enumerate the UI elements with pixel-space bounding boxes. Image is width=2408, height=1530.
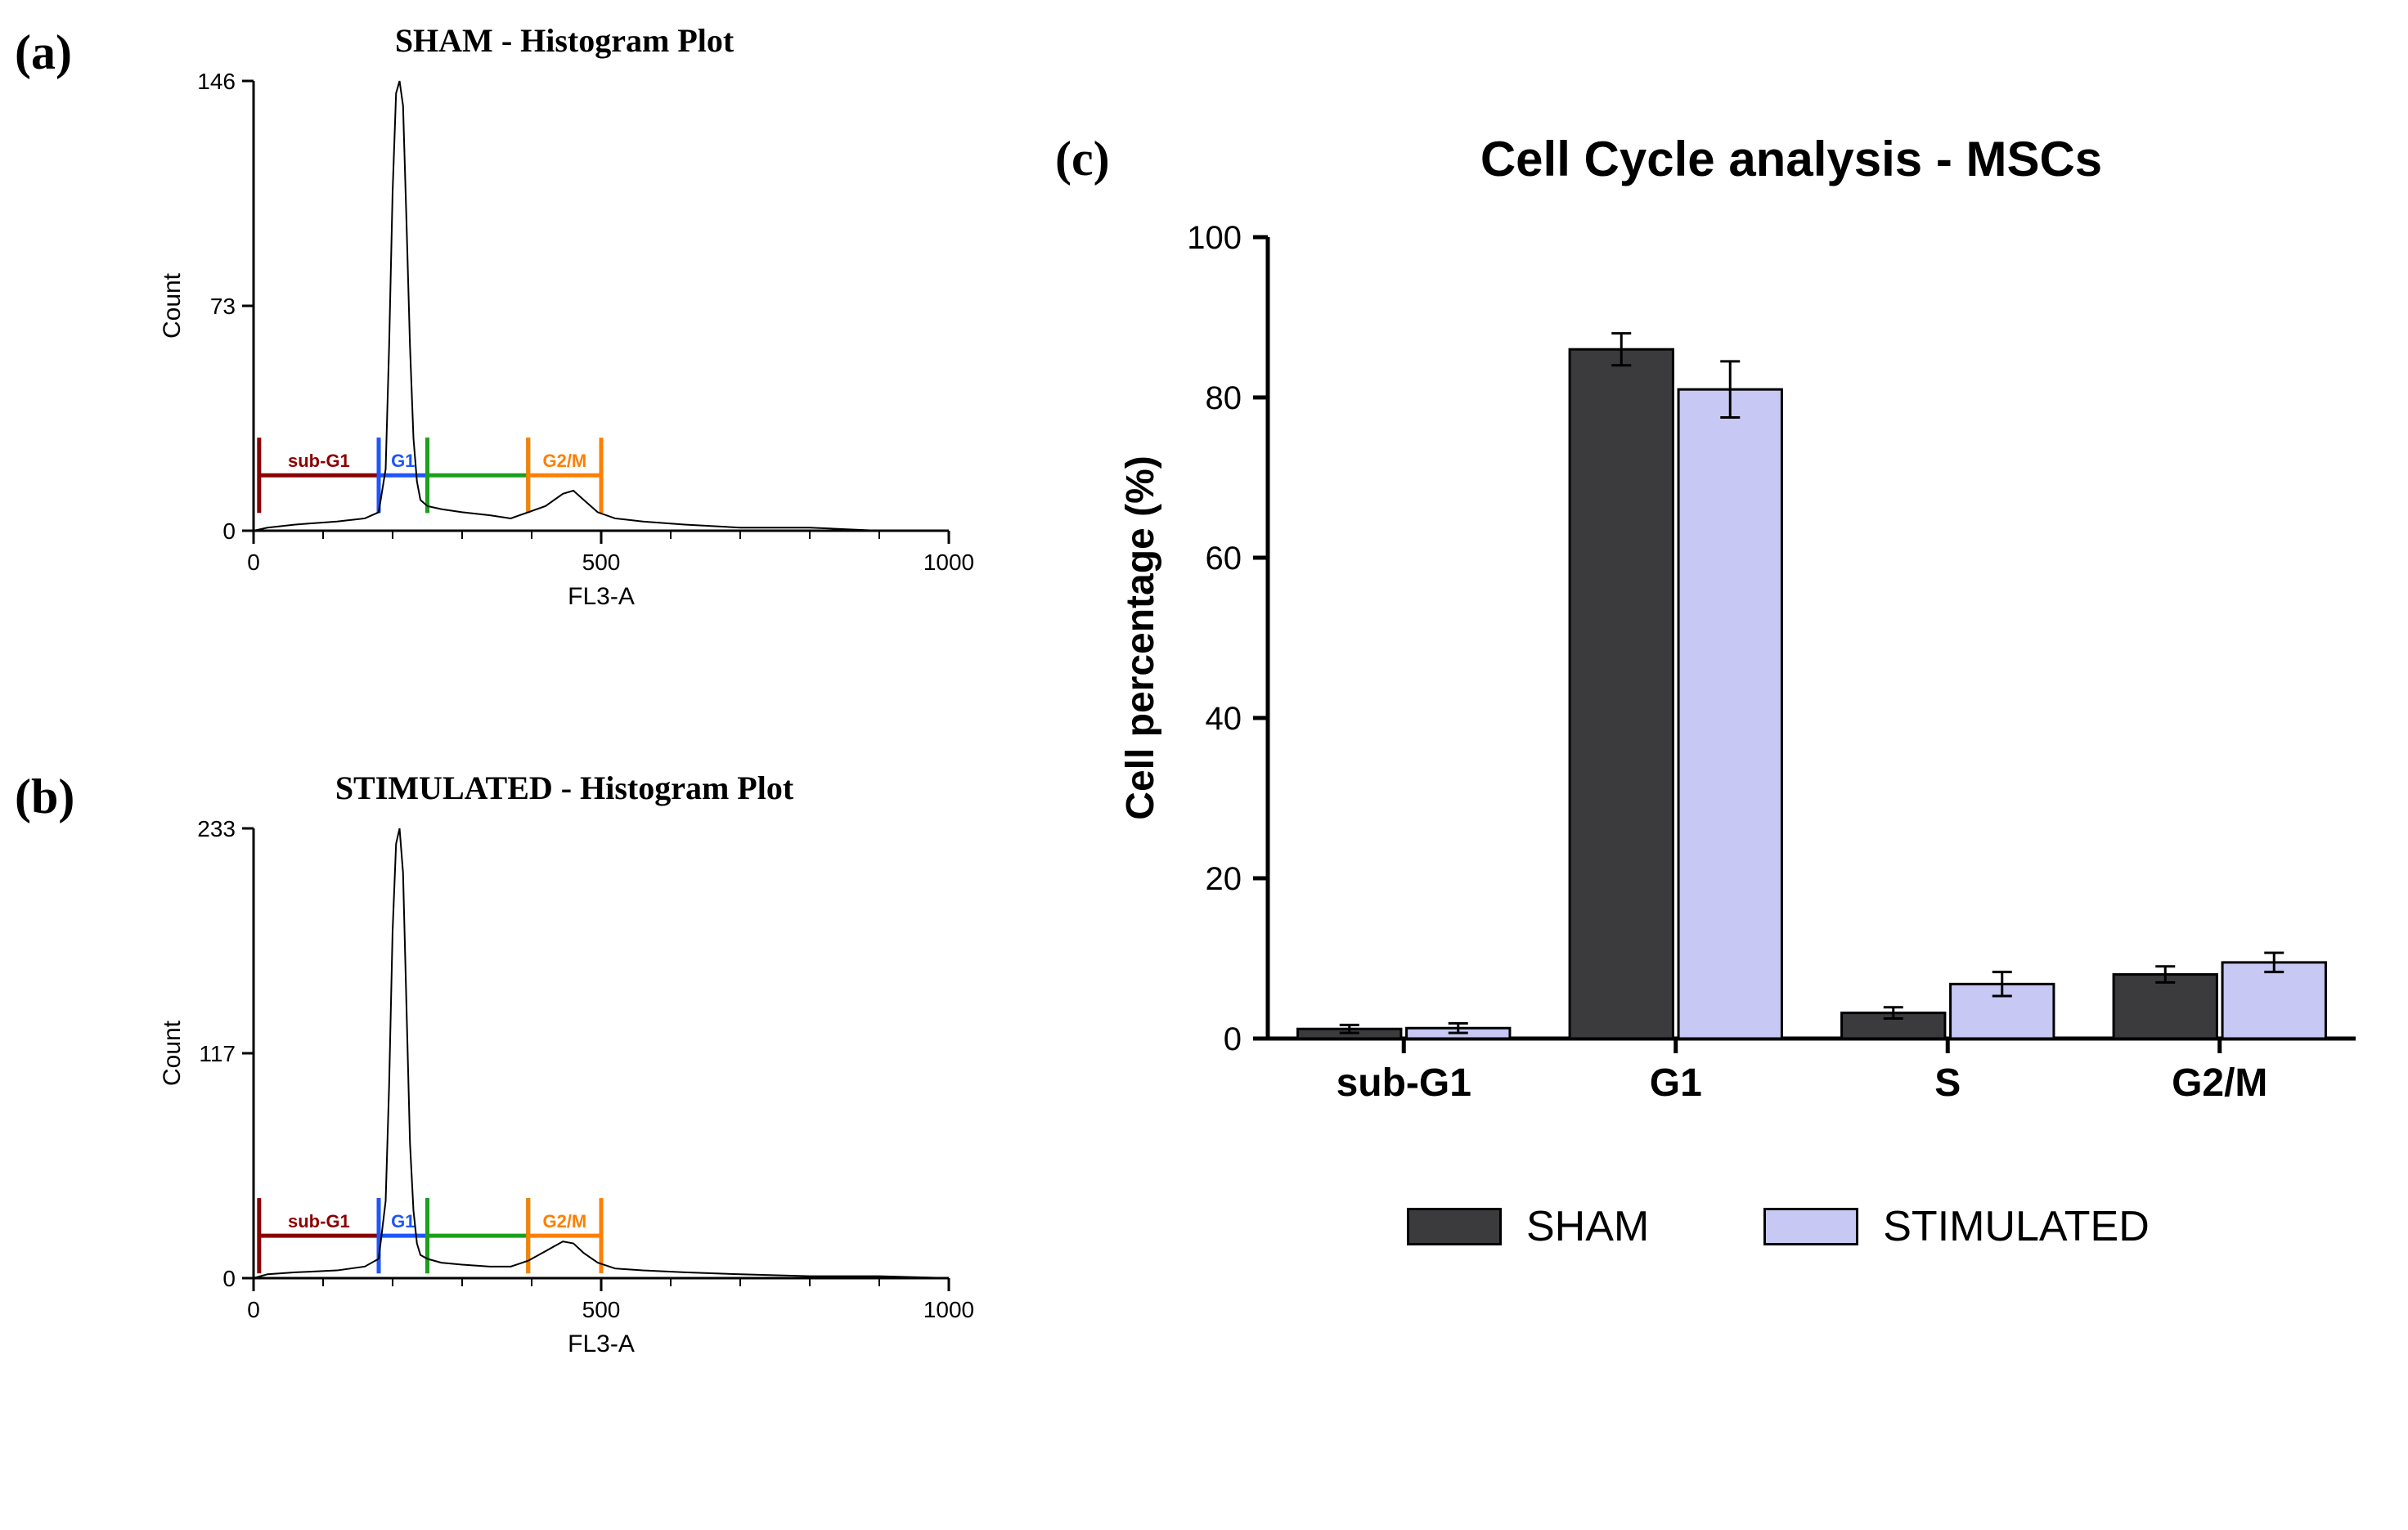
- histogram-b-area: 0 500 1000 FL3-A 0 117 233 Count sub-G1 G1 G2/M: [155, 812, 973, 1376]
- legend-swatch: [1763, 1208, 1858, 1245]
- svg-text:G2/M: G2/M: [2172, 1061, 2267, 1105]
- svg-text:FL3-A: FL3-A: [568, 1330, 635, 1357]
- svg-text:60: 60: [1206, 541, 1242, 577]
- svg-text:sub-G1: sub-G1: [288, 451, 350, 471]
- legend-swatch: [1407, 1208, 1502, 1245]
- svg-text:sub-G1: sub-G1: [288, 1211, 350, 1232]
- barchart-legend: SHAM STIMULATED: [1407, 1202, 2150, 1251]
- legend-item-sham: SHAM: [1407, 1202, 1649, 1251]
- svg-text:500: 500: [582, 1297, 621, 1322]
- svg-text:G1: G1: [1650, 1061, 1702, 1105]
- legend-item-stimulated: STIMULATED: [1763, 1202, 2150, 1251]
- svg-text:Count: Count: [159, 272, 186, 339]
- svg-text:146: 146: [197, 69, 236, 94]
- barchart-title: Cell Cycle analysis - MSCs: [1227, 131, 2356, 187]
- legend-label: SHAM: [1526, 1202, 1649, 1251]
- svg-text:G2/M: G2/M: [542, 1211, 586, 1232]
- svg-text:233: 233: [197, 816, 236, 841]
- histogram-a-area: 0 500 1000 FL3-A 0 73 146 Count sub-G1 G1 G2/M: [155, 65, 973, 629]
- histogram-a: SHAM - Histogram Plot 0 500 1000 FL3-A 0 73 14…: [155, 21, 973, 629]
- svg-text:0: 0: [247, 1297, 260, 1322]
- svg-text:80: 80: [1206, 380, 1242, 416]
- page-root: (a) (b) (c) SHAM - Histogram Plot 0 500 10…: [0, 0, 2408, 1530]
- histogram-a-title: SHAM - Histogram Plot: [155, 21, 973, 60]
- barchart: 0 20 40 60 80 100 Cell percentage (%) sub-G1 G1 S…: [1104, 204, 2380, 1173]
- histogram-b: STIMULATED - Histogram Plot 0 500 1000 FL3-…: [155, 769, 973, 1376]
- svg-text:100: 100: [1187, 220, 1242, 256]
- svg-text:1000: 1000: [923, 550, 973, 575]
- panel-letter-a: (a): [15, 25, 72, 81]
- svg-text:0: 0: [222, 518, 236, 544]
- svg-text:S: S: [1934, 1061, 1961, 1105]
- svg-text:sub-G1: sub-G1: [1337, 1061, 1471, 1105]
- svg-text:1000: 1000: [923, 1297, 973, 1322]
- svg-text:Count: Count: [159, 1020, 186, 1086]
- svg-text:0: 0: [1224, 1021, 1242, 1057]
- histogram-b-title: STIMULATED - Histogram Plot: [155, 769, 973, 807]
- svg-text:0: 0: [222, 1266, 236, 1291]
- panel-letter-c: (c): [1055, 131, 1110, 187]
- svg-text:40: 40: [1206, 701, 1242, 737]
- svg-text:73: 73: [210, 294, 236, 319]
- svg-text:FL3-A: FL3-A: [568, 583, 635, 610]
- panel-letter-b: (b): [15, 769, 74, 825]
- svg-text:Cell percentage (%): Cell percentage (%): [1119, 455, 1162, 819]
- svg-text:0: 0: [247, 550, 260, 575]
- svg-text:G1: G1: [391, 451, 415, 471]
- svg-text:20: 20: [1206, 861, 1242, 897]
- svg-text:500: 500: [582, 550, 621, 575]
- legend-label: STIMULATED: [1883, 1202, 2150, 1251]
- svg-text:117: 117: [199, 1041, 236, 1066]
- svg-text:G1: G1: [391, 1211, 415, 1232]
- svg-text:G2/M: G2/M: [542, 451, 586, 471]
